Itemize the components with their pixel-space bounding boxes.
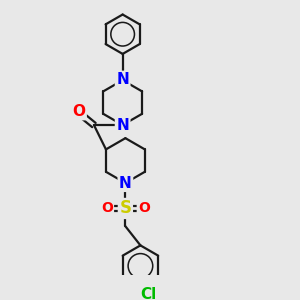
Text: O: O	[138, 202, 150, 215]
Text: O: O	[72, 104, 86, 119]
Text: N: N	[116, 72, 129, 87]
Text: N: N	[116, 118, 129, 133]
Text: S: S	[119, 200, 131, 217]
Text: N: N	[119, 176, 132, 190]
Text: Cl: Cl	[140, 286, 156, 300]
Text: O: O	[101, 202, 113, 215]
